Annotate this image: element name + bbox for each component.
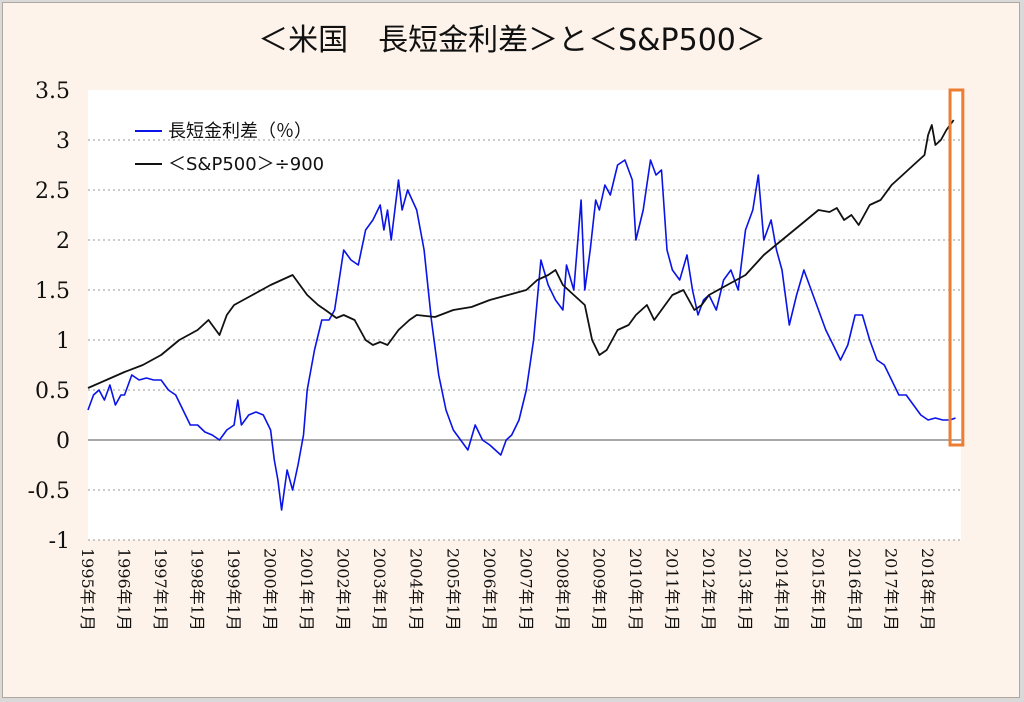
- x-tick-label: 1997年1月: [151, 548, 170, 631]
- x-tick-label: 2013年1月: [735, 548, 754, 631]
- x-tick-label: 2017年1月: [882, 548, 901, 631]
- y-tick-label: 0.5: [35, 379, 70, 404]
- x-axis-ticks: 1995年1月 1996年1月 1997年1月 1998年1月 1999年1月 2000年…: [78, 548, 937, 631]
- plot-area: [88, 90, 961, 540]
- x-tick-label: 1998年1月: [188, 548, 207, 631]
- x-tick-label: 1999年1月: [224, 548, 243, 631]
- x-tick-label: 2006年1月: [480, 548, 499, 631]
- y-tick-label: -0.5: [28, 479, 70, 504]
- y-tick-label: 1: [56, 329, 70, 354]
- x-tick-label: 2003年1月: [370, 548, 389, 631]
- y-tick-label: 3: [56, 129, 70, 154]
- series-group: [87, 119, 956, 511]
- y-tick-label: 2: [56, 229, 70, 254]
- y-tick-label: 2.5: [35, 179, 70, 204]
- x-tick-label: 2014年1月: [772, 548, 791, 631]
- series-line-sp500: [87, 119, 955, 389]
- x-tick-label: 1995年1月: [78, 548, 97, 631]
- x-tick-label: 2012年1月: [699, 548, 718, 631]
- x-tick-label: 2010年1月: [626, 548, 645, 631]
- x-tick-label: 2011年1月: [662, 548, 681, 631]
- y-tick-label: 0: [56, 429, 70, 454]
- x-tick-label: 2007年1月: [516, 548, 535, 631]
- y-tick-label: 1.5: [35, 279, 70, 304]
- x-tick-label: 2000年1月: [261, 548, 280, 631]
- x-tick-label: 2016年1月: [845, 548, 864, 631]
- legend-label-spread: 長短金利差（％）: [168, 121, 312, 142]
- y-axis-ticks: 3.5 3 2.5 2 1.5 1 0.5 0 -0.5 -1: [28, 79, 70, 554]
- legend-label-sp500: ＜S&P500＞÷900: [168, 154, 324, 175]
- x-tick-label: 2008年1月: [553, 548, 572, 631]
- x-tick-label: 2004年1月: [407, 548, 426, 631]
- x-tick-label: 2018年1月: [918, 548, 937, 631]
- legend: 長短金利差（％） ＜S&P500＞÷900: [135, 121, 324, 175]
- highlight-box: [948, 88, 965, 447]
- x-tick-label: 2001年1月: [297, 548, 316, 631]
- x-tick-label: 2009年1月: [589, 548, 608, 631]
- x-tick-label: 1996年1月: [115, 548, 134, 631]
- y-tick-label: 3.5: [35, 79, 70, 104]
- x-tick-label: 2005年1月: [443, 548, 462, 631]
- x-tick-label: 2015年1月: [809, 548, 828, 631]
- series-line-spread: [87, 159, 956, 511]
- chart-title: ＜米国 長短金利差＞と＜S&P500＞: [258, 23, 766, 58]
- y-tick-label: -1: [49, 529, 70, 554]
- x-tick-label: 2002年1月: [334, 548, 353, 631]
